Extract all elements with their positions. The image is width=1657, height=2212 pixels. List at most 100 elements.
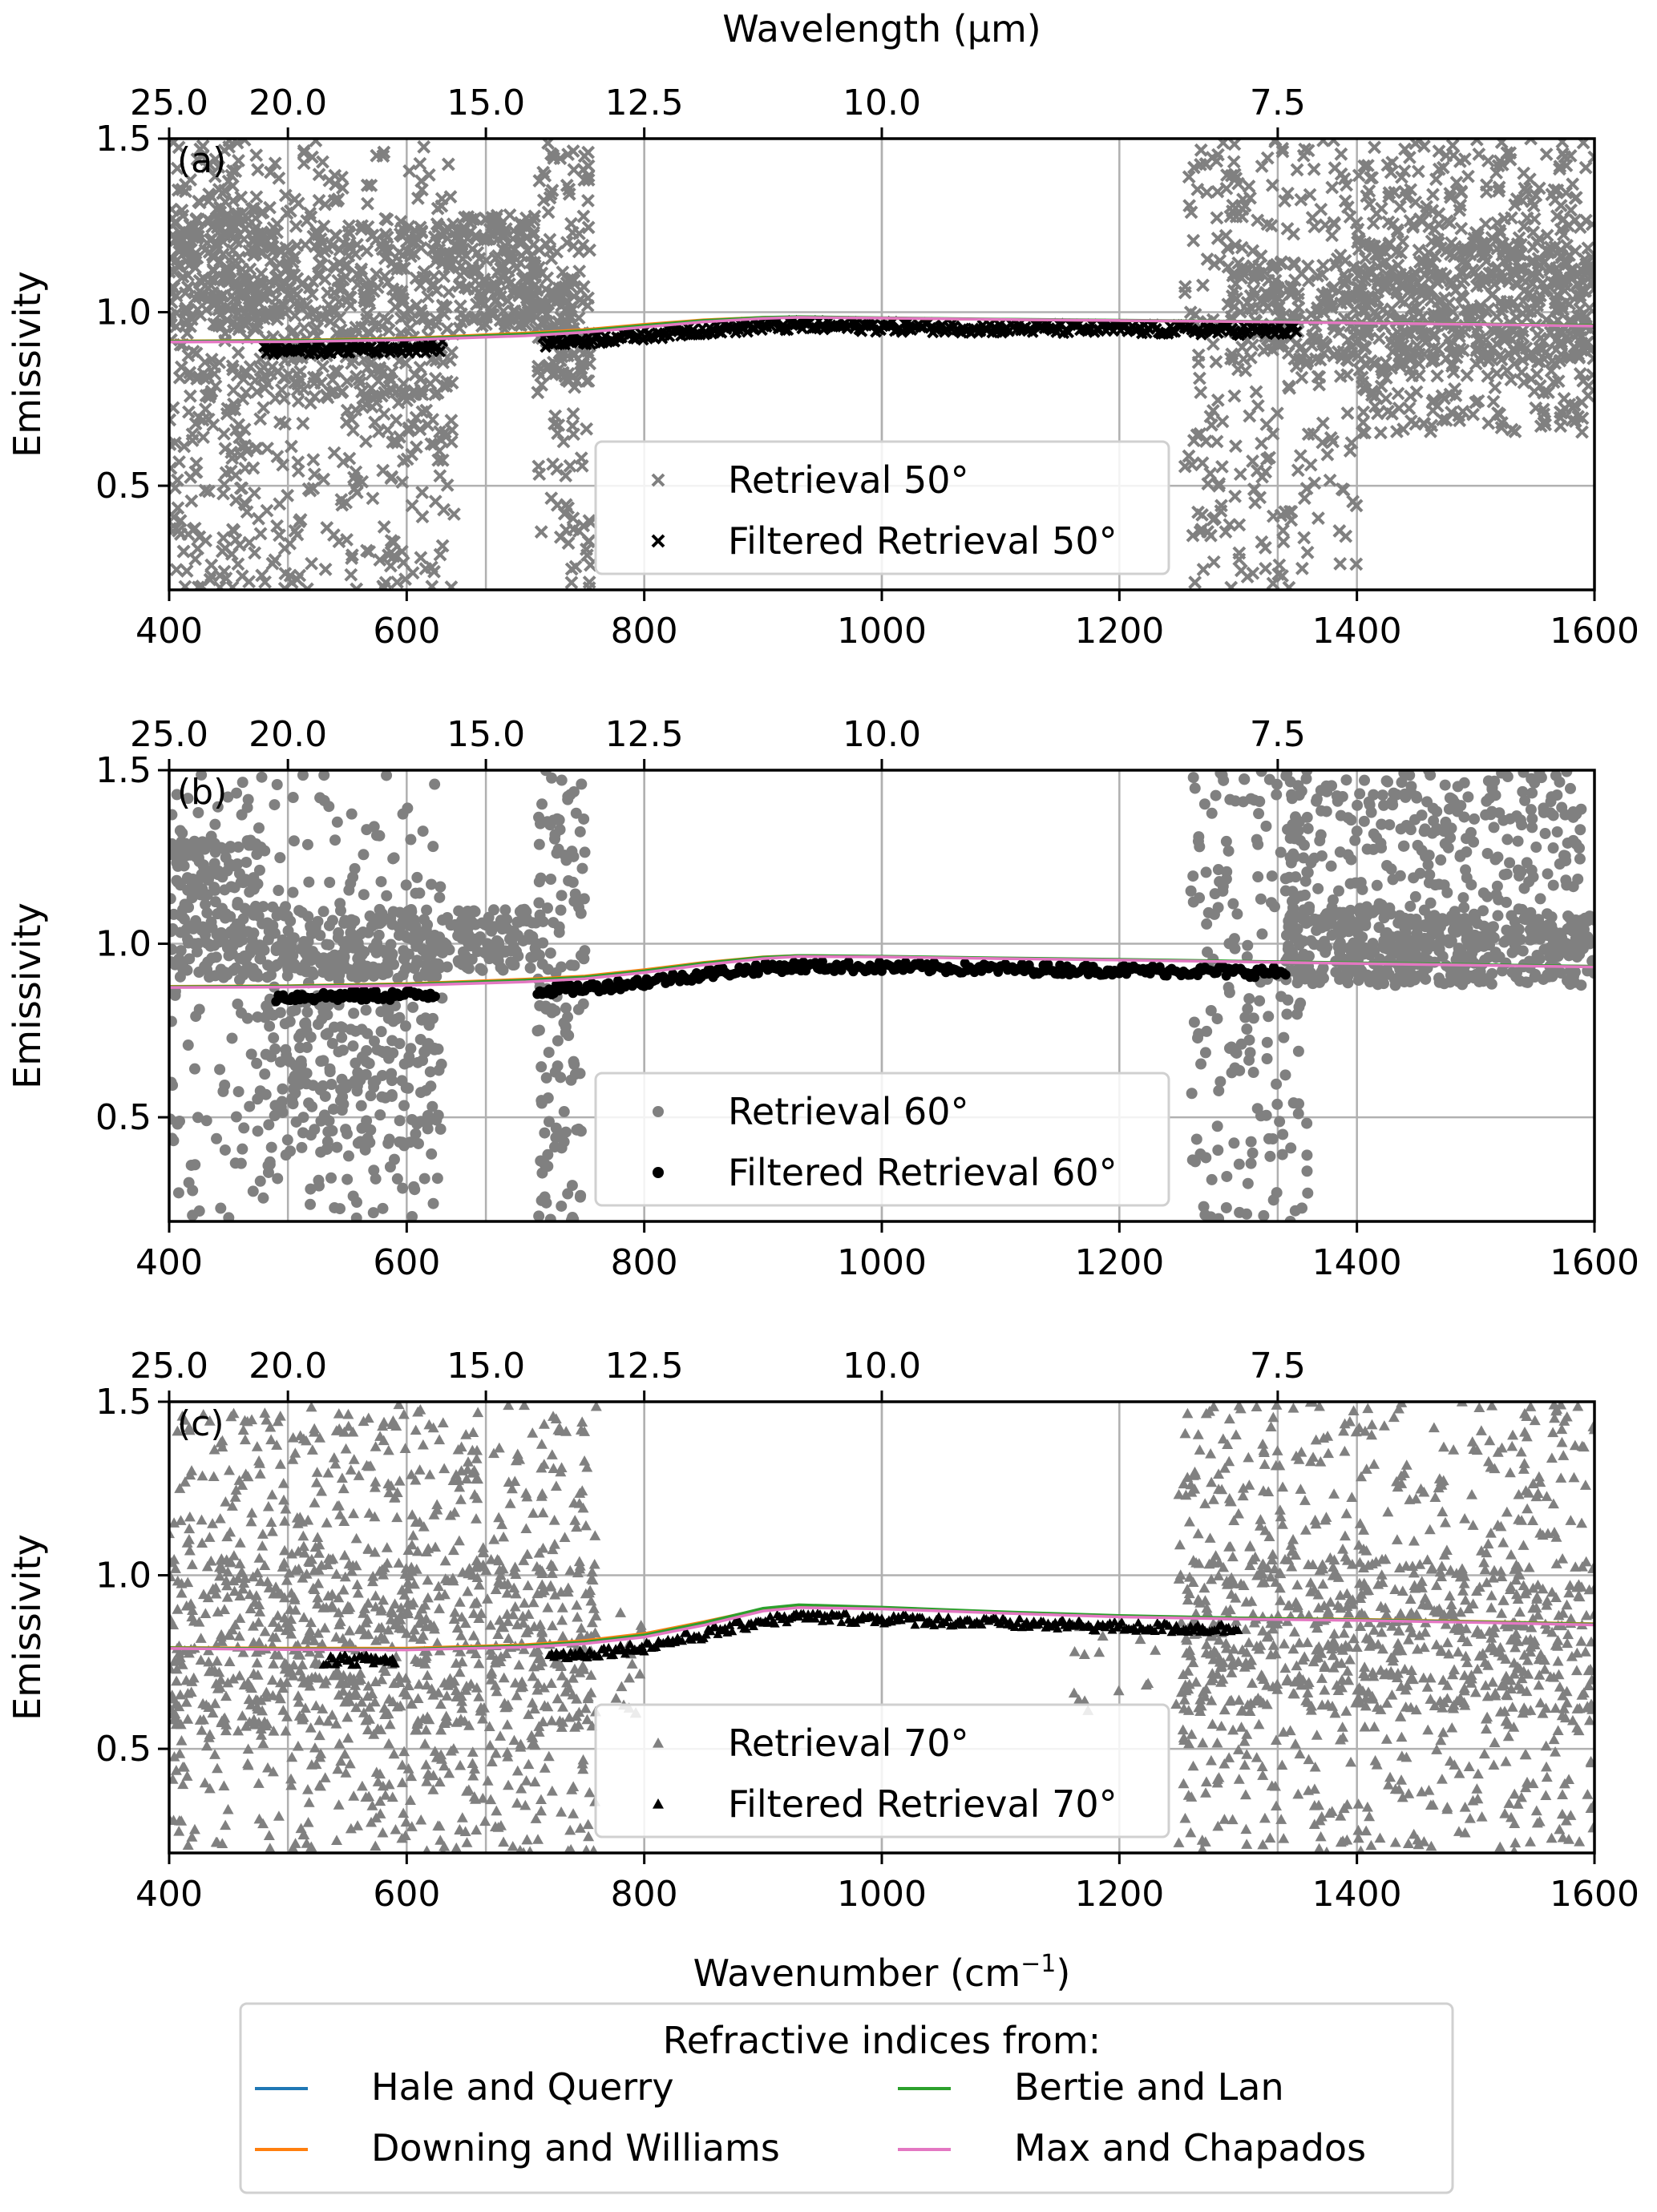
retrieval-point: [1490, 260, 1505, 275]
retrieval-point: [541, 902, 553, 914]
retrieval-point: [521, 220, 535, 233]
retrieval-point: [333, 969, 346, 981]
retrieval-point: [276, 458, 290, 472]
retrieval-point: [376, 1091, 388, 1103]
panel-b: (b)400 600 800 1000 1200 1400 16000.51.01.525.…: [6, 714, 1639, 1283]
retrieval-point: [411, 871, 423, 883]
retrieval-point: [192, 876, 204, 888]
retrieval-point: [204, 384, 219, 398]
retrieval-point: [533, 949, 545, 961]
retrieval-point: [1201, 524, 1215, 539]
retrieval-point: [495, 962, 507, 974]
retrieval-point: [301, 1006, 313, 1018]
retrieval-point: [333, 926, 345, 938]
retrieval-point: [169, 317, 178, 331]
retrieval-point: [466, 916, 478, 928]
retrieval-point: [1381, 215, 1396, 229]
retrieval-point: [342, 248, 356, 263]
retrieval-point: [333, 311, 347, 325]
retrieval-point: [185, 1159, 197, 1171]
retrieval-point: [421, 289, 435, 304]
retrieval-point: [345, 878, 357, 890]
retrieval-point: [1534, 893, 1546, 905]
retrieval-point: [242, 575, 257, 589]
retrieval-point: [169, 436, 182, 450]
retrieval-point: [560, 1021, 572, 1033]
retrieval-point: [368, 1165, 380, 1177]
retrieval-point: [373, 929, 385, 941]
retrieval-point: [1255, 436, 1268, 450]
retrieval-point: [228, 164, 243, 179]
retrieval-point: [1229, 943, 1241, 955]
retrieval-point: [258, 944, 270, 956]
retrieval-point: [1515, 193, 1530, 208]
retrieval-point: [1247, 1067, 1259, 1079]
retrieval-point: [1307, 162, 1321, 176]
retrieval-point: [1300, 545, 1315, 559]
retrieval-point: [306, 229, 321, 244]
retrieval-point: [216, 871, 228, 883]
retrieval-point: [275, 939, 287, 951]
retrieval-point: [1398, 142, 1412, 156]
retrieval-point: [1458, 902, 1470, 914]
retrieval-point: [1460, 369, 1474, 382]
retrieval-point: [1364, 171, 1377, 185]
retrieval-point: [562, 273, 576, 288]
retrieval-point: [1199, 1209, 1211, 1221]
retrieval-point: [382, 323, 396, 337]
retrieval-point: [1301, 866, 1313, 878]
retrieval-point: [1182, 170, 1196, 184]
retrieval-point: [1241, 951, 1253, 963]
retrieval-point: [444, 580, 459, 590]
retrieval-point: [1469, 357, 1483, 371]
retrieval-point: [1432, 236, 1446, 250]
retrieval-point: [1460, 864, 1472, 876]
retrieval-point: [169, 521, 183, 535]
retrieval-point: [169, 809, 178, 821]
retrieval-point: [1200, 866, 1212, 878]
retrieval-point: [1278, 1031, 1290, 1043]
retrieval-point: [1246, 454, 1259, 468]
retrieval-point: [1219, 181, 1234, 196]
retrieval-point: [1559, 186, 1574, 200]
retrieval-point: [508, 925, 520, 937]
retrieval-point: [216, 486, 230, 501]
retrieval-point: [1345, 854, 1357, 866]
retrieval-point: [287, 792, 299, 804]
retrieval-point: [1388, 271, 1402, 285]
retrieval-point: [367, 1076, 379, 1088]
retrieval-point: [405, 903, 417, 915]
retrieval-point: [247, 201, 261, 216]
retrieval-point: [337, 1091, 349, 1103]
retrieval-point: [1284, 1215, 1296, 1221]
retrieval-point: [1567, 881, 1579, 893]
retrieval-point: [420, 959, 432, 971]
retrieval-point: [328, 168, 342, 183]
retrieval-point: [1315, 416, 1330, 430]
retrieval-point: [581, 220, 596, 235]
retrieval-point: [244, 886, 256, 898]
retrieval-point: [531, 385, 545, 400]
retrieval-point: [300, 214, 314, 228]
retrieval-point: [1479, 955, 1491, 967]
retrieval-point: [1275, 255, 1288, 269]
retrieval-point: [405, 499, 419, 513]
retrieval-point: [1376, 318, 1390, 332]
retrieval-point: [361, 960, 373, 972]
retrieval-point: [1472, 147, 1486, 161]
retrieval-point: [1362, 184, 1376, 198]
retrieval-point: [1366, 216, 1380, 231]
retrieval-point: [212, 308, 227, 322]
retrieval-point: [415, 1087, 427, 1099]
retrieval-point: [1325, 228, 1339, 243]
retrieval-point: [560, 236, 574, 250]
retrieval-point: [242, 535, 257, 550]
retrieval-point: [1303, 188, 1317, 202]
retrieval-point: [354, 321, 369, 334]
retrieval-point: [1410, 790, 1422, 802]
retrieval-point: [1489, 309, 1504, 324]
retrieval-point: [553, 921, 565, 933]
retrieval-point: [489, 221, 503, 236]
retrieval-point: [198, 243, 212, 257]
